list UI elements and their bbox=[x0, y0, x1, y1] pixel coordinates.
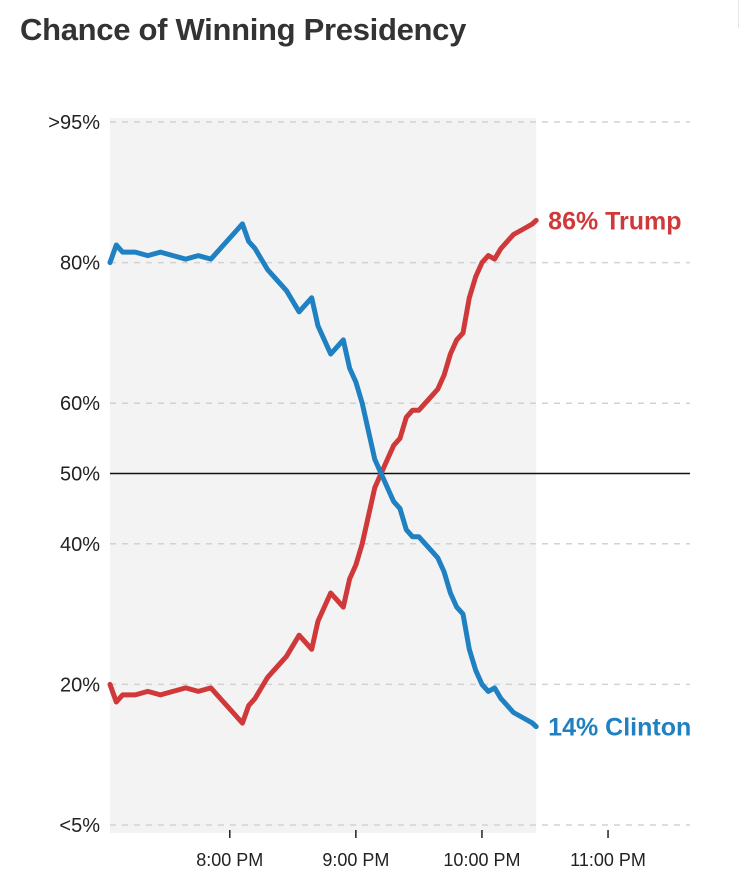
y-tick-label: 20% bbox=[60, 674, 100, 696]
y-tick-label: 50% bbox=[60, 464, 100, 486]
x-tick-label: 11:00 PM bbox=[570, 850, 646, 870]
y-tick-label: 80% bbox=[60, 253, 100, 275]
series-lines bbox=[107, 217, 539, 730]
end-label-clinton: 14% Clinton bbox=[548, 714, 691, 742]
x-tick-label: 9:00 PM bbox=[322, 850, 389, 870]
end-label-trump: 86% Trump bbox=[548, 207, 681, 235]
x-tick-label: 8:00 PM bbox=[196, 850, 263, 870]
series-line-clinton bbox=[107, 221, 539, 730]
series-line-trump bbox=[107, 217, 539, 726]
chart-title: Chance of Winning Presidency bbox=[20, 12, 467, 47]
y-tick-label: 60% bbox=[60, 393, 100, 415]
gridlines bbox=[110, 121, 690, 826]
end-labels: 86% Trump 14% Clinton bbox=[548, 207, 691, 741]
y-axis-ticks: >95% 80% 60% 50% 40% 20% <5% bbox=[48, 112, 100, 837]
y-tick-label: >95% bbox=[48, 112, 100, 134]
x-tick-label: 10:00 PM bbox=[443, 850, 520, 870]
y-tick-label: 40% bbox=[60, 534, 100, 556]
x-axis-ticks: 8:00 PM 9:00 PM 10:00 PM 11:00 PM bbox=[196, 830, 646, 870]
y-tick-label: <5% bbox=[59, 815, 100, 837]
chart-shaded-area bbox=[110, 118, 537, 833]
page-edge-divider bbox=[738, 0, 739, 28]
